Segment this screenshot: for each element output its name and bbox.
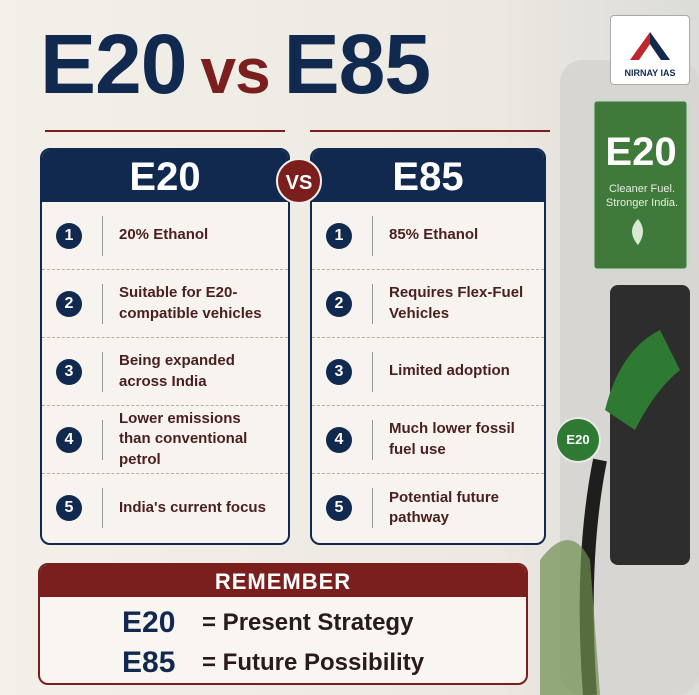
title-left: E20 [40, 17, 186, 111]
nozzle-label: E20 [560, 432, 596, 447]
remember-fuel: E85 [122, 646, 202, 680]
e20-panel: E20 1 20% Ethanol 2 Suitable for E20-compati… [40, 148, 290, 545]
item-row: 5 India's current focus [42, 474, 288, 542]
item-text: Lower emissions than conventional petrol [119, 409, 269, 470]
e85-panel: E85 1 85% Ethanol 2 Requires Flex-Fuel Vehic… [310, 148, 546, 545]
item-text: Much lower fossil fuel use [389, 419, 539, 460]
title-vs: vs [200, 35, 269, 107]
pump-illustration [540, 0, 699, 695]
vs-badge: VS [276, 158, 322, 204]
remember-meaning: = Future Possibility [202, 649, 424, 677]
item-divider [102, 352, 103, 392]
item-number: 5 [326, 495, 352, 521]
item-number: 3 [326, 359, 352, 385]
logo-text: NIRNAY IAS [611, 68, 689, 78]
item-divider [372, 420, 373, 460]
item-divider [372, 352, 373, 392]
item-text: Potential future pathway [389, 488, 539, 529]
remember-row: E20= Present Strategy [122, 603, 526, 643]
remember-fuel: E20 [122, 606, 202, 640]
item-divider [372, 216, 373, 256]
remember-row: E85= Future Possibility [122, 643, 526, 683]
item-number: 1 [56, 223, 82, 249]
item-divider [102, 488, 103, 528]
item-divider [372, 284, 373, 324]
item-text: 20% Ethanol [119, 225, 269, 245]
item-text: 85% Ethanol [389, 225, 539, 245]
item-row: 4 Lower emissions than conventional petro… [42, 406, 288, 474]
title-right: E85 [284, 17, 430, 111]
item-row: 3 Limited adoption [312, 338, 544, 406]
title-rule [310, 130, 550, 132]
item-number: 3 [56, 359, 82, 385]
item-row: 4 Much lower fossil fuel use [312, 406, 544, 474]
item-text: Limited adoption [389, 361, 539, 381]
remember-heading: REMEMBER [40, 565, 526, 597]
item-row: 1 85% Ethanol [312, 202, 544, 270]
item-text: Requires Flex-Fuel Vehicles [389, 283, 539, 324]
column-heading: E20 [42, 150, 288, 202]
item-divider [102, 420, 103, 460]
item-row: 5 Potential future pathway [312, 474, 544, 542]
nozzle-holder [610, 285, 690, 565]
item-number: 2 [326, 291, 352, 317]
sign-text: Cleaner Fuel. Stronger India. [600, 182, 684, 211]
item-text: India's current focus [119, 498, 269, 518]
item-row: 3 Being expanded across India [42, 338, 288, 406]
column-heading: E85 [312, 150, 544, 202]
page: E20 Cleaner Fuel. Stronger India. E20 E2… [0, 0, 699, 695]
item-divider [102, 216, 103, 256]
item-number: 1 [326, 223, 352, 249]
item-text: Being expanded across India [119, 351, 269, 392]
item-number: 4 [326, 427, 352, 453]
item-number: 2 [56, 291, 82, 317]
item-divider [102, 284, 103, 324]
item-row: 1 20% Ethanol [42, 202, 288, 270]
item-divider [372, 488, 373, 528]
item-row: 2 Requires Flex-Fuel Vehicles [312, 270, 544, 338]
logo-icon [625, 24, 675, 64]
sign-title: E20 [592, 130, 690, 175]
logo: NIRNAY IAS [610, 15, 690, 85]
remember-meaning: = Present Strategy [202, 609, 413, 637]
item-text: Suitable for E20-compatible vehicles [119, 283, 269, 324]
item-row: 2 Suitable for E20-compatible vehicles [42, 270, 288, 338]
item-number: 4 [56, 427, 82, 453]
title-rule [45, 130, 285, 132]
item-number: 5 [56, 495, 82, 521]
